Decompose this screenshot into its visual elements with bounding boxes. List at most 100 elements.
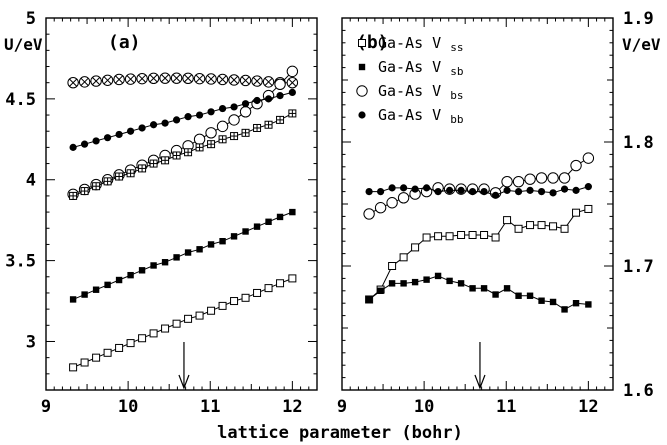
data-point-b-2 [386,197,398,209]
data-point-b-2 [524,173,536,185]
data-point-a-5 [276,279,285,288]
data-point-a-0 [159,72,171,84]
data-point-b-1 [457,280,465,287]
data-point-b-0 [572,208,581,217]
x-tick-label-a: 12 [282,397,302,417]
data-point-a-4 [230,233,238,240]
data-point-b-2 [547,172,559,184]
data-point-a-4 [69,296,77,303]
data-point-a-5 [126,339,135,348]
y-axis-label-a: U/eV [4,35,43,54]
data-point-a-3 [264,120,273,129]
data-point-a-0 [136,72,148,85]
data-point-a-2 [161,119,169,127]
data-point-b-1 [549,298,557,306]
data-point-a-4 [289,208,296,216]
data-point-a-2 [253,96,261,105]
legend-marker [356,85,368,97]
data-point-b-0 [457,231,466,239]
legend-entry: Ga-As V ss [378,34,464,54]
legend-marker [358,111,366,119]
data-point-a-5 [195,311,204,320]
legend-entry: Ga-As V sb [378,58,464,78]
data-point-b-1 [561,306,568,313]
data-point-b-3 [422,184,431,192]
x-tick-label-b: 9 [337,397,347,417]
data-point-b-1 [538,297,545,304]
data-point-a-0 [78,76,91,88]
data-point-a-4 [242,228,249,235]
data-point-a-0 [113,73,125,86]
data-point-a-2 [264,95,273,103]
data-point-b-3 [411,185,419,193]
data-point-a-0 [101,74,114,86]
data-point-a-2 [184,113,192,121]
data-point-b-2 [582,152,595,164]
data-point-a-5 [264,284,273,293]
data-point-b-1 [572,300,580,307]
data-point-a-4 [219,238,226,245]
data-point-a-1 [286,65,299,78]
data-point-a-4 [253,223,261,230]
legend: Ga-As V ss Ga-As V sb Ga-As V bs Ga-As V bb [356,34,464,126]
data-point-a-4 [196,246,203,253]
data-point-a-0 [216,73,229,86]
data-point-a-5 [207,306,216,315]
data-point-b-1 [446,277,453,285]
data-point-b-0 [584,204,593,213]
x-tick-label-b: 11 [496,397,516,417]
arrow-marker-a [178,342,190,390]
data-point-a-2 [195,111,204,119]
data-point-a-3 [241,128,250,137]
data-point-a-4 [207,241,215,248]
data-point-b-2 [535,172,548,184]
data-point-a-2 [138,124,146,132]
data-point-a-3 [149,159,158,168]
data-point-a-2 [218,104,227,113]
legend-marker [358,39,366,47]
data-point-a-2 [115,130,123,139]
panel-a: 9 10 11 12 3 3.5 4 4.5 5 U/eV (a) [4,9,318,417]
data-point-a-4 [173,254,180,261]
data-point-a-2 [288,88,296,96]
data-point-a-3 [138,164,147,173]
data-point-a-2 [103,134,112,142]
data-point-a-5 [69,363,78,372]
data-point-a-5 [92,353,101,362]
data-point-a-1 [205,127,217,139]
data-point-b-1 [515,292,522,299]
data-point-a-3 [161,156,170,165]
legend-entry: Ga-As V bs [378,82,464,102]
data-point-b-3 [445,186,454,194]
y-tick-label-a: 3 [26,332,36,352]
x-axis-label: lattice parameter (bohr) [217,423,463,443]
data-point-a-4 [127,271,134,279]
data-point-a-2 [276,92,284,100]
data-point-a-0 [262,76,275,88]
data-point-a-3 [69,191,78,200]
data-point-a-4 [184,249,192,256]
data-point-b-1 [585,301,592,308]
data-point-a-3 [276,115,285,124]
data-point-a-2 [230,103,238,111]
data-point-a-0 [193,72,206,85]
data-point-b-0 [537,221,546,230]
data-point-a-4 [92,286,100,293]
data-point-a-2 [80,140,89,148]
data-point-b-0 [468,231,477,239]
data-point-b-1 [469,285,476,292]
data-point-b-2 [363,208,375,220]
x-tick-label-b: 10 [414,397,434,417]
y-tick-label-b: 1.6 [623,381,654,401]
data-point-a-4 [161,259,169,266]
data-point-a-0 [170,72,183,84]
data-point-a-5 [161,324,170,333]
data-point-b-0 [434,232,443,241]
data-point-b-3 [503,186,511,194]
data-point-b-3 [537,188,546,196]
data-point-a-2 [172,116,181,124]
data-point-a-4 [265,218,272,225]
data-point-a-3 [195,143,204,152]
data-point-b-3 [584,183,592,191]
data-point-a-4 [150,262,157,269]
